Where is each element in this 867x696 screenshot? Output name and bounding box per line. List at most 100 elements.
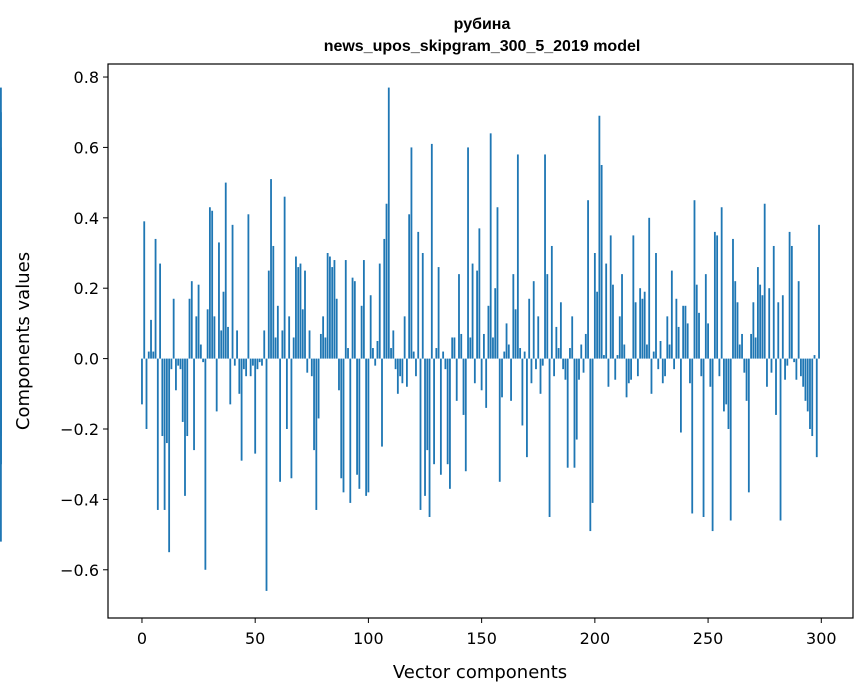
bar (530, 358, 533, 384)
bar (369, 295, 372, 359)
bar (387, 87, 390, 359)
bar (569, 348, 571, 359)
bar (288, 316, 291, 359)
bar (159, 263, 161, 359)
bar (381, 358, 383, 447)
bar (625, 358, 628, 398)
plot-frame (107, 63, 854, 619)
bar (485, 358, 488, 408)
bar (800, 358, 802, 377)
bar (607, 358, 610, 387)
bar (245, 358, 248, 377)
bar (161, 358, 164, 437)
bar (655, 253, 657, 359)
bar (788, 231, 791, 359)
bar (578, 358, 580, 380)
bar (224, 182, 227, 359)
bar (172, 298, 175, 359)
x-axis-label: Vector components (393, 662, 567, 683)
bar (546, 274, 549, 359)
bar (396, 358, 399, 394)
bar (315, 358, 318, 510)
bar (184, 358, 186, 496)
bar (154, 238, 157, 359)
bar (274, 337, 277, 359)
bar (784, 358, 786, 380)
bar (496, 207, 499, 359)
bar (319, 333, 322, 359)
bar (802, 358, 805, 387)
bar (0, 253, 2, 359)
bar (170, 358, 173, 370)
bar (684, 305, 687, 359)
bar (589, 358, 592, 532)
bar (195, 316, 198, 359)
bar (593, 253, 596, 359)
bar (756, 267, 759, 359)
bar (460, 333, 463, 359)
bar (770, 358, 773, 373)
bar (392, 330, 395, 359)
bar (360, 305, 363, 359)
bar (587, 200, 589, 359)
bar (263, 330, 266, 359)
bar (501, 358, 503, 398)
bar (353, 281, 356, 359)
bar (809, 358, 811, 429)
bar (220, 330, 223, 359)
bar (290, 358, 293, 479)
bar (333, 260, 336, 359)
bars-group (0, 87, 820, 591)
bar (242, 358, 245, 370)
y-tick-label: 0.6 (74, 138, 99, 157)
bar (766, 358, 768, 387)
bar (537, 316, 540, 359)
bar (664, 358, 666, 377)
bar (304, 270, 306, 359)
bar (768, 288, 771, 359)
bar (197, 284, 200, 359)
bar (507, 344, 510, 359)
bar (541, 358, 544, 366)
bar (526, 358, 528, 458)
bar (659, 341, 662, 359)
bar (668, 344, 671, 359)
bar (283, 196, 286, 359)
bar (682, 305, 685, 359)
x-tick-label: 250 (693, 629, 724, 648)
bar (704, 274, 707, 359)
bar (383, 238, 386, 359)
bar (215, 358, 218, 412)
bar (686, 323, 689, 359)
bar (426, 358, 429, 451)
bar (492, 337, 494, 359)
bar (609, 235, 612, 359)
bar (0, 358, 2, 542)
bar (689, 358, 691, 384)
bar (727, 358, 730, 429)
bar (342, 358, 345, 493)
bar (711, 358, 714, 532)
y-tick-label: 0.4 (74, 209, 99, 228)
bar (729, 358, 732, 521)
bar (754, 337, 757, 359)
bar (523, 351, 526, 359)
bar (747, 358, 750, 493)
bar (736, 302, 739, 359)
bar (718, 358, 721, 377)
bar (489, 133, 492, 359)
bar (494, 288, 497, 359)
bar (743, 358, 746, 373)
bar (695, 284, 698, 359)
bar (403, 316, 406, 359)
bar (632, 235, 635, 359)
bar (646, 344, 648, 359)
bar (267, 270, 270, 359)
bar (498, 358, 501, 482)
bar (181, 358, 184, 422)
bar (297, 267, 300, 359)
bar (639, 288, 642, 359)
bar (738, 344, 741, 359)
bar (464, 358, 467, 472)
bar (444, 358, 447, 370)
